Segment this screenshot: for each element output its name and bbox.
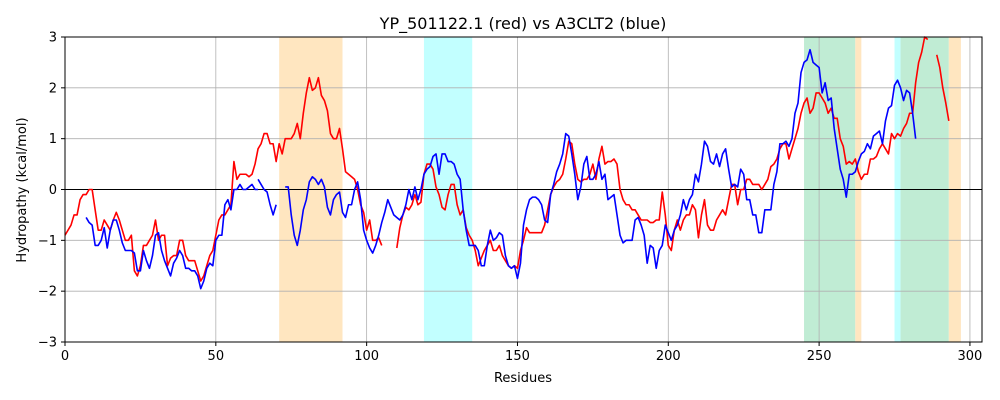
x-tick-label: 150	[505, 349, 530, 364]
red-series-line	[64, 76, 383, 282]
x-tick-label: 250	[807, 349, 832, 364]
y-tick-label: 1	[49, 132, 57, 147]
y-tick-label: −3	[38, 336, 57, 351]
x-tick-label: 300	[958, 349, 983, 364]
x-tick-label: 50	[208, 349, 225, 364]
x-tick-label: 200	[656, 349, 681, 364]
blue-series-line	[85, 183, 259, 290]
red-series-line	[935, 54, 950, 122]
x-tick-label: 0	[61, 349, 69, 364]
blue-series-line	[285, 48, 917, 280]
y-axis-label: Hydropathy (kcal/mol)	[15, 117, 30, 262]
plot-area: 0 50 100 150 200 250 300 −3 −2 −1 0 1 2 3	[38, 31, 983, 364]
blue-series-line	[257, 178, 277, 216]
red-series-line	[396, 36, 929, 270]
y-tick-label: −2	[38, 285, 57, 300]
x-tick-label: 100	[354, 349, 379, 364]
y-tick-label: 3	[49, 31, 57, 46]
y-tick-label: −1	[38, 234, 57, 249]
y-tick-label: 0	[49, 183, 57, 198]
chart-title: YP_501122.1 (red) vs A3CLT2 (blue)	[379, 14, 667, 34]
x-axis-label: Residues	[494, 371, 552, 386]
y-tick-label: 2	[49, 81, 57, 96]
